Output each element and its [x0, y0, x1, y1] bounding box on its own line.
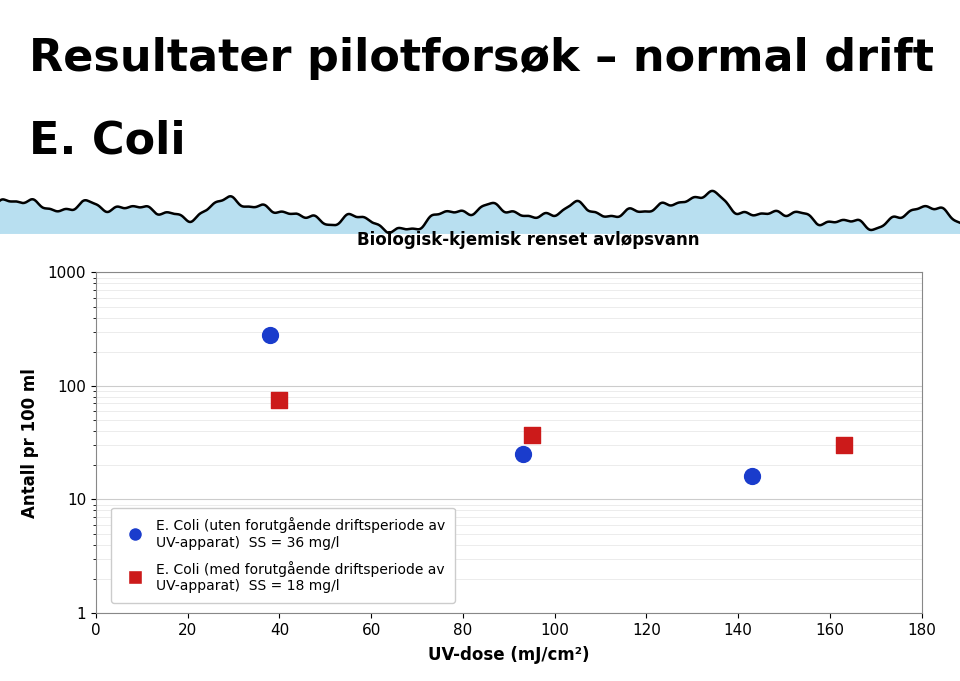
Y-axis label: Antall pr 100 ml: Antall pr 100 ml [21, 368, 39, 518]
X-axis label: UV-dose (mJ/cm²): UV-dose (mJ/cm²) [428, 646, 589, 664]
Text: Biologisk-kjemisk renset avløpsvann: Biologisk-kjemisk renset avløpsvann [357, 231, 699, 249]
Point [836, 440, 852, 451]
Legend: E. Coli (uten forutgående driftsperiode av
UV-apparat)  SS = 36 mg/l, E. Coli (m: E. Coli (uten forutgående driftsperiode … [111, 508, 455, 603]
Point [263, 330, 278, 340]
Point [272, 394, 287, 405]
Point [515, 449, 530, 460]
Text: Resultater pilotforsøk – normal drift: Resultater pilotforsøk – normal drift [29, 37, 934, 80]
Point [744, 471, 759, 481]
Point [524, 430, 540, 441]
Text: E. Coli: E. Coli [29, 119, 185, 162]
